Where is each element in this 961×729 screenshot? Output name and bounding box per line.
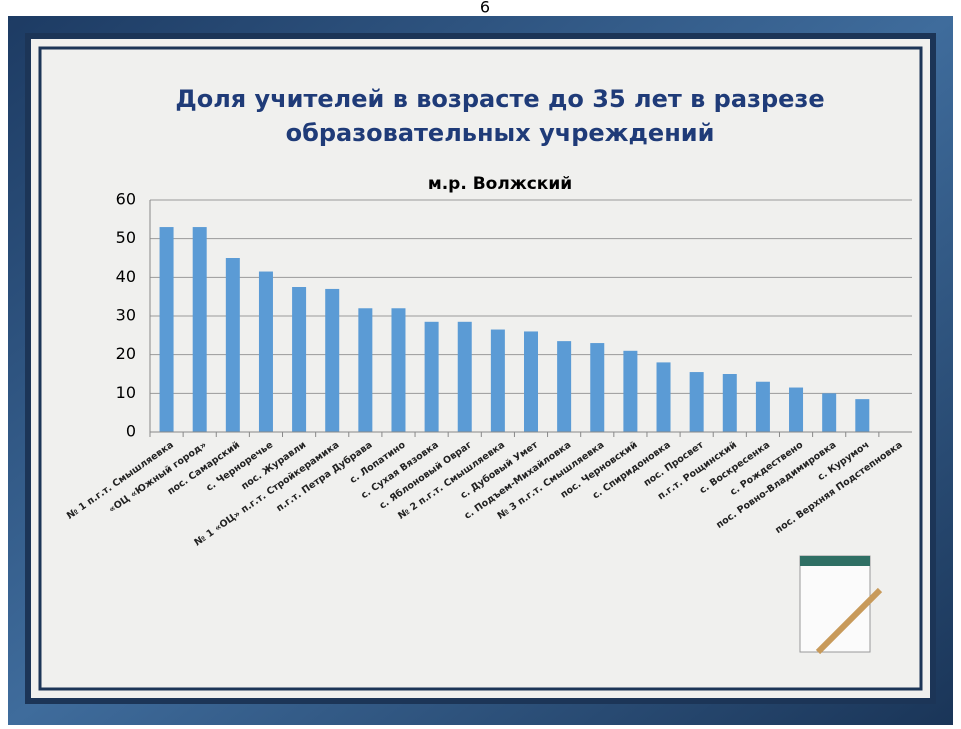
bar bbox=[490, 329, 505, 432]
bar bbox=[855, 399, 870, 432]
bar bbox=[292, 287, 307, 432]
chart-title: Доля учителей в возрасте до 35 лет в раз… bbox=[175, 85, 824, 147]
y-tick-label: 30 bbox=[116, 306, 136, 325]
bar bbox=[590, 343, 605, 432]
bar bbox=[358, 308, 373, 432]
y-tick-label: 20 bbox=[116, 344, 136, 363]
bar bbox=[656, 362, 671, 432]
y-tick-label: 0 bbox=[126, 422, 136, 441]
bar bbox=[325, 288, 340, 432]
pencil-icon bbox=[815, 587, 883, 655]
bar bbox=[391, 308, 406, 432]
y-tick-label: 40 bbox=[116, 267, 136, 286]
bar bbox=[192, 227, 207, 432]
bar bbox=[225, 258, 240, 432]
bar bbox=[457, 321, 472, 432]
bar bbox=[623, 350, 638, 432]
y-tick-label: 60 bbox=[116, 190, 136, 209]
panel-border bbox=[38, 46, 923, 691]
y-tick-label: 10 bbox=[116, 383, 136, 402]
bar bbox=[424, 321, 439, 432]
y-tick-label: 50 bbox=[116, 228, 136, 247]
bar bbox=[755, 381, 770, 432]
bar bbox=[524, 331, 538, 432]
bar bbox=[557, 341, 572, 432]
bar bbox=[722, 374, 737, 432]
notepad-top bbox=[800, 556, 870, 566]
page-number: 6 bbox=[480, 0, 490, 17]
bar bbox=[689, 372, 704, 432]
panel bbox=[25, 33, 936, 704]
bar bbox=[789, 387, 804, 432]
bar bbox=[822, 393, 837, 432]
chart-subtitle: м.р. Волжский bbox=[428, 174, 572, 194]
bar bbox=[159, 227, 174, 432]
bar bbox=[258, 271, 273, 432]
